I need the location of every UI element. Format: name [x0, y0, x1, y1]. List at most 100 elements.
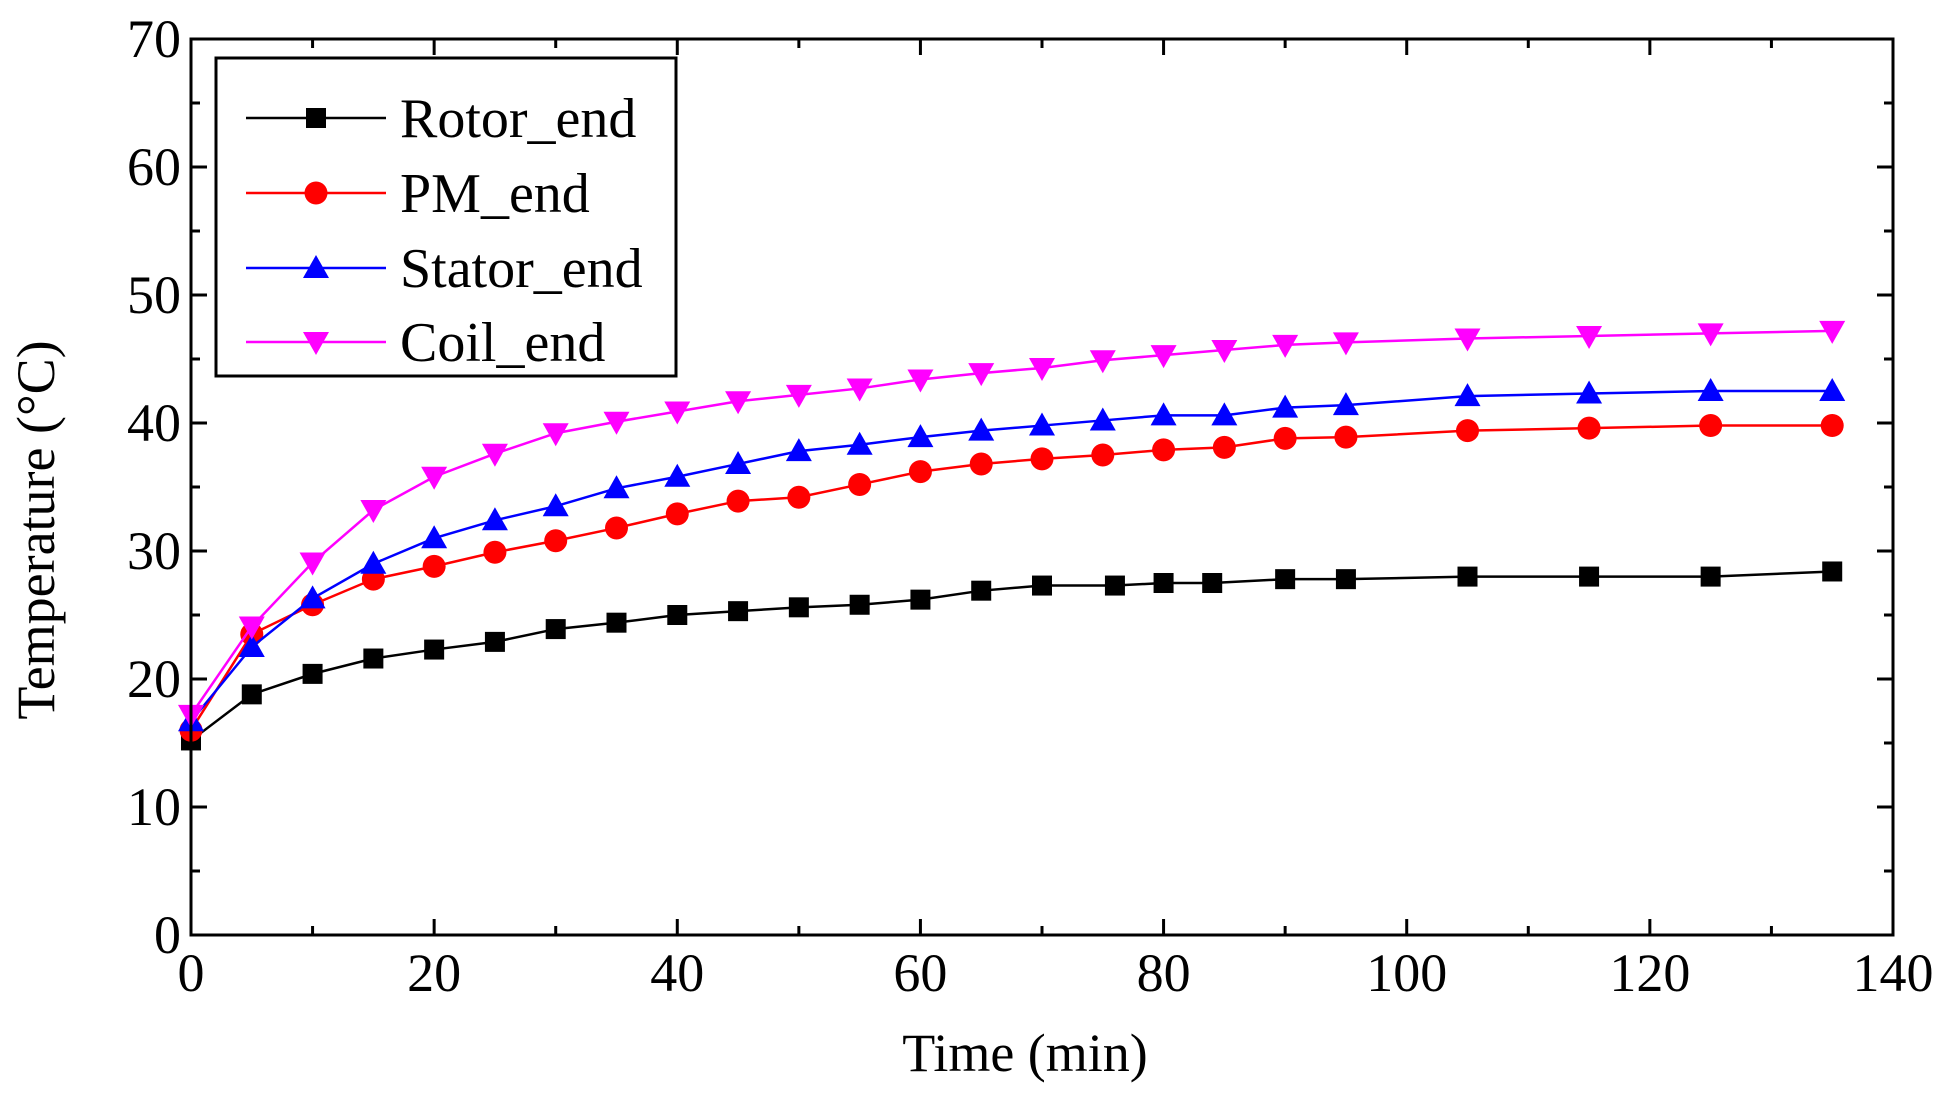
x-tick-label: 20	[407, 943, 461, 1003]
x-tick-label: 100	[1366, 943, 1447, 1003]
x-tick-label: 60	[893, 943, 947, 1003]
legend: Rotor_end PM_end Stator_end Coil_end	[214, 56, 678, 378]
series-line-coil-end	[189, 329, 1833, 716]
legend-item-stator-end: Stator_end	[246, 238, 643, 300]
legend-label-pm-end: PM_end	[400, 163, 590, 225]
data-point-stator-end	[1576, 380, 1603, 404]
y-tick-label: 0	[154, 905, 181, 965]
data-point-pm-end	[1577, 416, 1601, 440]
data-point-pm-end	[483, 540, 507, 564]
y-tick-label: 70	[127, 9, 181, 69]
data-point-coil-end	[1819, 320, 1846, 344]
data-point-coil-end	[1697, 323, 1724, 347]
x-tick-label: 40	[650, 943, 704, 1003]
data-point-coil-end	[421, 466, 448, 490]
y-axis-title: Temperature (°C)	[6, 340, 66, 719]
data-point-pm-end	[969, 452, 993, 476]
data-point-pm-end	[665, 502, 689, 526]
data-point-coil-end	[603, 411, 630, 435]
x-tick-label: 80	[1137, 943, 1191, 1003]
data-point-coil-end	[1332, 332, 1359, 356]
data-point-coil-end	[542, 423, 569, 447]
data-point-stator-end	[421, 525, 448, 549]
data-point-stator-end	[238, 634, 265, 657]
data-point-stator-end	[1089, 407, 1116, 431]
data-point-rotor-end	[1335, 569, 1356, 590]
y-tick-label: 10	[127, 777, 181, 837]
data-point-pm-end	[1456, 419, 1479, 443]
data-point-coil-end	[907, 369, 934, 393]
data-point-pm-end	[1699, 414, 1723, 438]
data-point-coil-end	[1272, 334, 1299, 358]
data-point-stator-end	[725, 450, 752, 474]
x-tick-label: 140	[1853, 943, 1934, 1003]
data-point-stator-end	[1819, 378, 1846, 401]
data-point-stator-end	[299, 585, 326, 609]
data-point-coil-end	[1454, 328, 1481, 352]
data-point-stator-end	[1454, 383, 1481, 407]
legend-label-stator-end: Stator_end	[400, 238, 643, 300]
legend-marker-coil-end	[303, 332, 329, 355]
data-point-coil-end	[785, 384, 812, 408]
data-point-stator-end	[1272, 394, 1299, 418]
data-point-stator-end	[1150, 402, 1177, 426]
data-point-pm-end	[908, 460, 932, 484]
data-point-stator-end	[542, 493, 569, 517]
data-point-rotor-end	[1104, 575, 1125, 596]
data-point-pm-end	[544, 529, 568, 553]
data-point-rotor-end	[424, 639, 445, 660]
data-point-coil-end	[481, 443, 508, 467]
data-point-rotor-end	[971, 580, 992, 601]
legend-marker-rotor-end	[306, 108, 326, 128]
data-point-rotor-end	[1153, 573, 1174, 593]
legend-item-pm-end: PM_end	[246, 163, 590, 225]
data-point-pm-end	[848, 472, 872, 496]
data-point-pm-end	[1212, 435, 1236, 459]
legend-items: Rotor_end PM_end Stator_end Coil_end	[246, 88, 643, 374]
data-point-coil-end	[1150, 345, 1177, 369]
data-point-pm-end	[1334, 425, 1358, 449]
data-point-stator-end	[664, 463, 691, 487]
data-point-coil-end	[1029, 357, 1055, 381]
data-point-stator-end	[603, 475, 630, 499]
plot-area-frame	[189, 37, 1895, 937]
data-point-rotor-end	[241, 684, 262, 705]
data-point-pm-end	[1820, 414, 1844, 438]
data-point-rotor-end	[545, 619, 566, 640]
data-point-stator-end	[1697, 378, 1724, 401]
data-point-rotor-end	[1700, 566, 1721, 587]
data-point-rotor-end	[788, 597, 809, 618]
data-point-stator-end	[907, 424, 934, 448]
series-rotor-end	[181, 561, 1843, 751]
x-tick-label: 0	[178, 943, 205, 1003]
x-axis-title: Time (min)	[902, 1023, 1148, 1083]
data-point-rotor-end	[910, 589, 931, 610]
legend-label-coil-end: Coil_end	[400, 312, 605, 374]
data-point-rotor-end	[849, 594, 870, 615]
data-point-coil-end	[1576, 325, 1603, 349]
data-point-coil-end	[968, 363, 995, 387]
x-tick-label: 120	[1609, 943, 1690, 1003]
legend-label-rotor-end: Rotor_end	[400, 88, 636, 150]
data-point-rotor-end	[484, 631, 505, 652]
data-point-stator-end	[1332, 392, 1359, 416]
legend-item-rotor-end: Rotor_end	[246, 88, 636, 150]
legend-box	[214, 56, 678, 378]
data-point-rotor-end	[1579, 566, 1600, 587]
data-point-coil-end	[664, 401, 691, 425]
data-point-coil-end	[846, 378, 873, 402]
data-point-rotor-end	[606, 612, 627, 633]
legend-item-coil-end: Coil_end	[246, 312, 605, 374]
data-point-pm-end	[787, 485, 811, 509]
data-point-pm-end	[726, 489, 750, 513]
series-coil-end	[178, 320, 1846, 728]
series-layer	[178, 320, 1846, 751]
data-point-coil-end	[238, 616, 265, 640]
y-tick-label: 20	[127, 649, 181, 709]
data-point-stator-end	[968, 417, 995, 441]
data-point-coil-end	[360, 500, 387, 524]
data-point-pm-end	[605, 516, 628, 540]
data-point-coil-end	[725, 391, 752, 415]
data-point-stator-end	[1211, 402, 1238, 426]
